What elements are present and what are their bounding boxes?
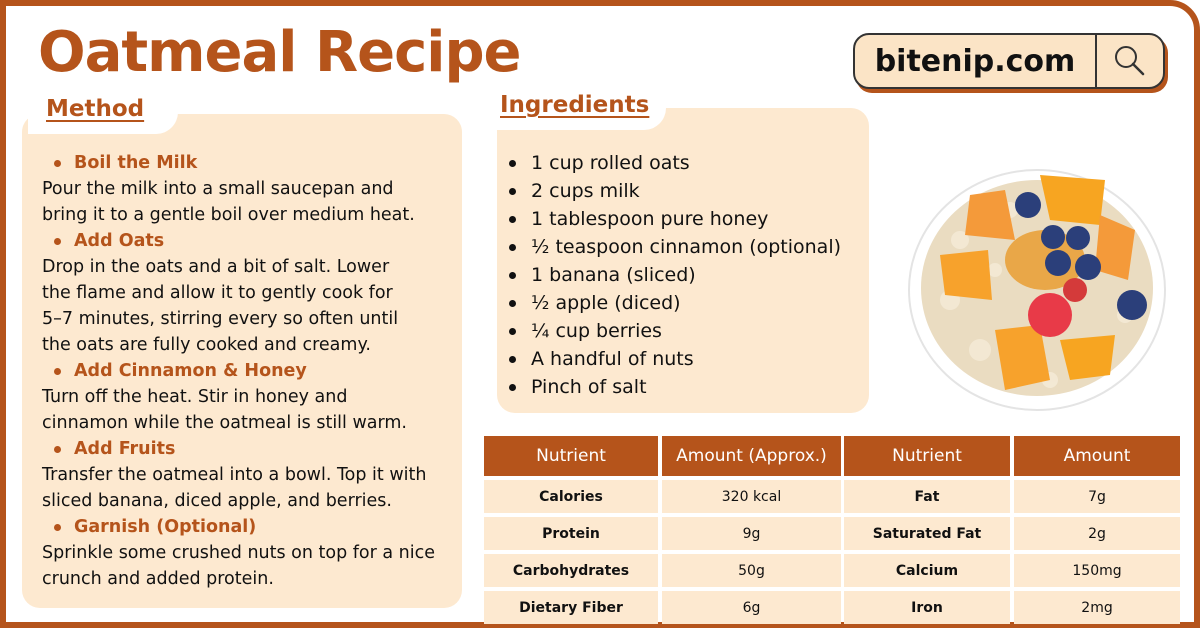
step-title: Garnish (Optional) xyxy=(74,517,257,537)
nutrient-name: Dietary Fiber xyxy=(484,591,658,624)
method-step: Garnish (Optional) Sprinkle some crushed… xyxy=(42,514,462,592)
bullet-icon xyxy=(54,237,61,245)
bullet-icon xyxy=(509,215,516,223)
bullet-icon xyxy=(509,299,516,307)
nutrient-amount: 150mg xyxy=(1014,554,1180,587)
nutrient-amount: 6g xyxy=(662,591,841,624)
nutrient-amount: 50g xyxy=(662,554,841,587)
method-step: Boil the Milk Pour the milk into a small… xyxy=(42,150,462,228)
table-row: Saturated Fat 2g xyxy=(844,517,1180,550)
badge-divider xyxy=(1095,35,1097,87)
list-item: A handful of nuts xyxy=(509,345,869,373)
table-row: Fat 7g xyxy=(844,480,1180,513)
bullet-icon xyxy=(509,355,516,363)
ingredients-heading: Ingredients xyxy=(500,92,650,118)
list-item: 1 tablespoon pure honey xyxy=(509,205,869,233)
step-text: Turn off the heat. Stir in honey and cin… xyxy=(42,387,407,433)
ingredients-heading-tab xyxy=(490,88,666,130)
list-item: ½ apple (diced) xyxy=(509,289,869,317)
table-row: Protein 9g xyxy=(484,517,841,550)
table-row: Calcium 150mg xyxy=(844,554,1180,587)
bullet-icon xyxy=(54,445,61,453)
step-title: Boil the Milk xyxy=(74,153,198,173)
page-title: Oatmeal Recipe xyxy=(38,20,522,85)
site-name: bitenip.com xyxy=(874,43,1076,79)
method-step: Add Fruits Transfer the oatmeal into a b… xyxy=(42,436,462,514)
method-step: Add Oats Drop in the oats and a bit of s… xyxy=(42,228,462,358)
method-panel xyxy=(22,114,462,608)
method-step: Add Cinnamon & Honey Turn off the heat. … xyxy=(42,358,462,436)
column-header: Amount (Approx.) xyxy=(662,436,841,476)
nutrient-name: Calories xyxy=(484,480,658,513)
bullet-icon xyxy=(509,383,516,391)
ingredients-list: 1 cup rolled oats 2 cups milk 1 tablespo… xyxy=(509,149,869,401)
nutrient-name: Fat xyxy=(844,480,1010,513)
nutrient-amount: 2g xyxy=(1014,517,1180,550)
nutrition-table-right: Nutrient Amount Fat 7g Saturated Fat 2g … xyxy=(840,432,1184,628)
table-row: Iron 2mg xyxy=(844,591,1180,624)
bullet-icon xyxy=(509,159,516,167)
table-row: Calories 320 kcal xyxy=(484,480,841,513)
step-title: Add Fruits xyxy=(74,439,176,459)
nutrient-amount: 320 kcal xyxy=(662,480,841,513)
nutrient-name: Calcium xyxy=(844,554,1010,587)
nutrient-name: Carbohydrates xyxy=(484,554,658,587)
step-text: Transfer the oatmeal into a bowl. Top it… xyxy=(42,465,427,511)
nutrient-name: Saturated Fat xyxy=(844,517,1010,550)
bullet-icon xyxy=(509,187,516,195)
nutrient-amount: 7g xyxy=(1014,480,1180,513)
site-search-badge[interactable]: bitenip.com xyxy=(853,33,1165,89)
bullet-icon xyxy=(509,327,516,335)
method-heading-tab xyxy=(28,90,178,134)
list-item: 1 cup rolled oats xyxy=(509,149,869,177)
bullet-icon xyxy=(509,271,516,279)
bullet-icon xyxy=(54,159,61,167)
nutrient-amount: 2mg xyxy=(1014,591,1180,624)
column-header: Nutrient xyxy=(484,436,658,476)
list-item: Pinch of salt xyxy=(509,373,869,401)
search-icon[interactable] xyxy=(1097,43,1163,79)
method-steps: Boil the Milk Pour the milk into a small… xyxy=(42,150,462,592)
step-text: Pour the milk into a small saucepan and … xyxy=(42,179,415,225)
bullet-icon xyxy=(509,243,516,251)
oatmeal-bowl-image xyxy=(908,169,1166,411)
table-row: Dietary Fiber 6g xyxy=(484,591,841,624)
list-item: ½ teaspoon cinnamon (optional) xyxy=(509,233,869,261)
nutrient-name: Protein xyxy=(484,517,658,550)
step-title: Add Cinnamon & Honey xyxy=(74,361,307,381)
column-header: Nutrient xyxy=(844,436,1010,476)
nutrient-name: Iron xyxy=(844,591,1010,624)
table-row: Carbohydrates 50g xyxy=(484,554,841,587)
step-text: Drop in the oats and a bit of salt. Lowe… xyxy=(42,257,399,355)
ingredients-panel xyxy=(497,108,869,413)
bullet-icon xyxy=(54,367,61,375)
column-header: Amount xyxy=(1014,436,1180,476)
nutrition-table-left: Nutrient Amount (Approx.) Calories 320 k… xyxy=(480,432,845,628)
step-title: Add Oats xyxy=(74,231,165,251)
nutrient-amount: 9g xyxy=(662,517,841,550)
method-heading: Method xyxy=(46,96,145,122)
list-item: 2 cups milk xyxy=(509,177,869,205)
step-text: Sprinkle some crushed nuts on top for a … xyxy=(42,543,436,589)
bullet-icon xyxy=(54,523,61,531)
list-item: ¼ cup berries xyxy=(509,317,869,345)
list-item: 1 banana (sliced) xyxy=(509,261,869,289)
